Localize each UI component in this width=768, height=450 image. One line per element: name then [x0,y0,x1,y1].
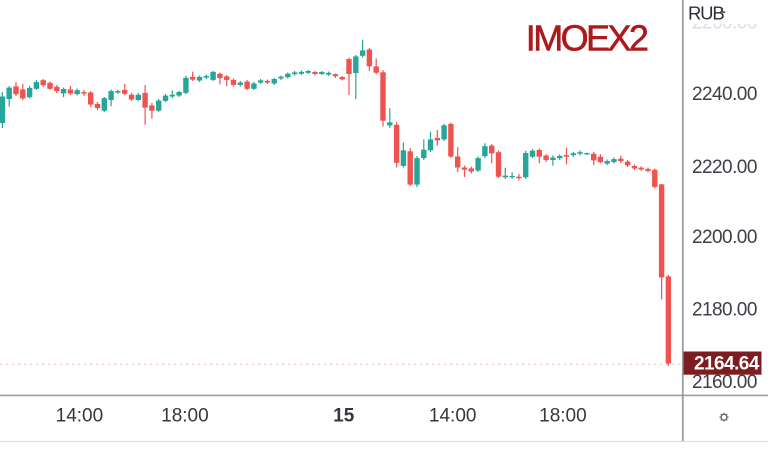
svg-text:2200.00: 2200.00 [692,227,757,248]
svg-text:18:00: 18:00 [539,406,587,427]
svg-text:2160.00: 2160.00 [692,372,757,393]
svg-text:IMOEX2: IMOEX2 [526,17,648,58]
svg-text:15: 15 [333,406,355,427]
svg-text:14:00: 14:00 [429,406,477,427]
svg-text:2164.64: 2164.64 [694,353,760,374]
svg-text:14:00: 14:00 [56,406,104,427]
svg-text:2220.00: 2220.00 [692,157,757,178]
svg-text:18:00: 18:00 [161,406,209,427]
svg-text:2180.00: 2180.00 [692,300,757,321]
svg-text:2240.00: 2240.00 [692,84,757,105]
svg-text:RUB: RUB [688,2,724,23]
